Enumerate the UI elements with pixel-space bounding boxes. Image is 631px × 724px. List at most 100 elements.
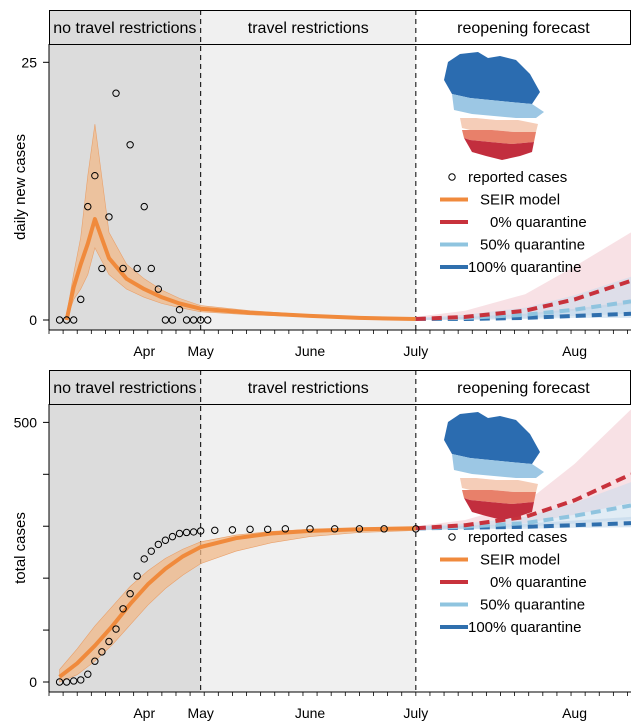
reported-case-point (84, 202, 92, 211)
reported-case-point (175, 305, 184, 314)
map-us-middle (462, 490, 536, 504)
reported-case-point (182, 528, 191, 537)
x-tick-label: May (187, 343, 213, 359)
map-canada-south (452, 454, 544, 478)
reported-case-point (168, 316, 177, 324)
map-us-north (460, 478, 538, 492)
y-axis-label: total cases (12, 512, 29, 584)
x-tick-label: Aug (562, 343, 587, 359)
reported-case-point (140, 202, 148, 211)
forecast-line-0 (415, 278, 631, 321)
phase-header-box (49, 370, 201, 404)
reported-case-point (62, 678, 71, 686)
map-us-middle (462, 130, 536, 144)
legend-label: 50% quarantine (480, 237, 585, 254)
phase-header-box (415, 370, 631, 404)
reported-case-point (91, 657, 99, 665)
reported-case-point (246, 525, 254, 534)
reported-case-point (69, 316, 78, 324)
phase-header-box (49, 10, 201, 44)
legend-marker-reported (448, 173, 456, 181)
reported-case-point (77, 295, 85, 304)
forecast-line-0 (415, 472, 631, 531)
phase-band (49, 404, 201, 692)
north-america-map-icon (444, 52, 544, 160)
legend-label: 0% quarantine (490, 214, 587, 231)
reported-case-point (412, 525, 420, 533)
legend-label: SEIR model (480, 552, 560, 569)
map-us-south (464, 498, 534, 520)
reported-case-point (147, 264, 155, 273)
phase-band (200, 44, 416, 330)
reported-case-point (98, 264, 106, 273)
phase-header-label: travel restrictions (248, 380, 369, 397)
reported-case-point (112, 89, 120, 97)
reported-case-point (140, 555, 148, 563)
x-tick-label: Apr (133, 705, 155, 721)
legend-label: 100% quarantine (468, 259, 581, 276)
reported-case-point (55, 678, 64, 686)
legend-label: 100% quarantine (468, 619, 581, 636)
reported-case-point (182, 316, 191, 324)
reported-case-point (126, 141, 134, 149)
reported-case-point (196, 527, 205, 535)
x-tick-label: May (187, 705, 213, 721)
reported-case-point (112, 625, 120, 633)
y-tick-label: 500 (14, 414, 38, 430)
reported-case-point (62, 316, 71, 324)
legend-label: 0% quarantine (490, 574, 587, 591)
reported-case-point (161, 316, 170, 324)
reported-case-point (168, 532, 177, 541)
legend-label: reported cases (468, 169, 567, 186)
phase-header-label: no travel restrictions (53, 20, 196, 37)
legend: reported cases SEIR model 0% quarantine 50%… (440, 529, 587, 636)
reported-case-point (228, 526, 237, 534)
phase-header-box (200, 10, 416, 44)
reported-case-point (77, 676, 85, 684)
reported-case-point (98, 648, 106, 656)
phase-header-label: reopening forecast (457, 20, 590, 37)
legend-label: 50% quarantine (480, 597, 585, 614)
north-america-map-icon (444, 412, 544, 520)
reported-case-point (154, 540, 163, 549)
reported-case-point (126, 590, 134, 598)
reported-case-point (211, 526, 219, 535)
reported-case-point (105, 213, 113, 221)
reported-case-point (355, 525, 364, 533)
seir-line (64, 217, 416, 321)
reported-case-point (154, 285, 163, 293)
y-tick-label: 0 (29, 674, 37, 690)
reported-case-point (119, 264, 127, 273)
reported-case-point (161, 536, 170, 544)
x-tick-label: June (295, 343, 326, 359)
reported-case-point (91, 171, 99, 180)
y-tick-label: 0 (29, 312, 37, 328)
phase-header-label: reopening forecast (457, 380, 590, 397)
reported-case-point (119, 605, 127, 613)
reported-case-point (306, 525, 314, 533)
reported-case-point (69, 677, 78, 685)
x-tick-label: Aug (562, 705, 587, 721)
reported-case-point (189, 316, 198, 324)
x-tick-label: June (295, 705, 326, 721)
x-tick-label: July (403, 705, 428, 721)
phase-header-label: travel restrictions (248, 20, 369, 37)
legend-label: reported cases (468, 529, 567, 546)
map-canada-north (444, 52, 540, 104)
x-tick-label: July (403, 343, 428, 359)
y-axis-label: daily new cases (12, 134, 29, 240)
plot-area (55, 409, 631, 686)
phase-header-label: no travel restrictions (53, 380, 196, 397)
reported-case-point (147, 547, 155, 555)
reported-case-point (84, 670, 92, 678)
map-canada-south (452, 94, 544, 118)
legend-marker-reported (448, 533, 456, 541)
reported-case-point (175, 529, 184, 538)
legend-label: SEIR model (480, 192, 560, 209)
reported-case-point (196, 316, 205, 324)
phase-header-box (200, 370, 416, 404)
y-tick-label: 25 (21, 54, 37, 70)
chart-panel-2: no travel restrictions travel restriction… (12, 370, 631, 721)
reported-case-point (263, 525, 272, 534)
